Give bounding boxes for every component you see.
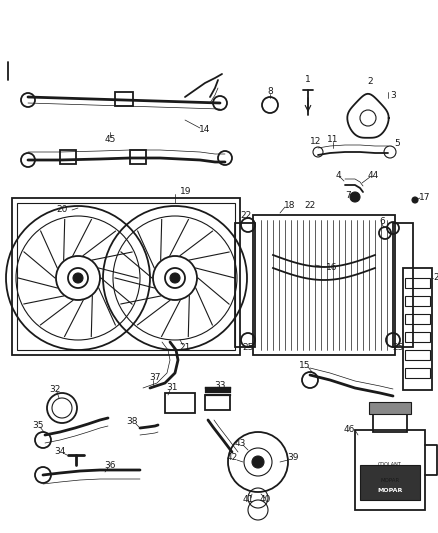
Text: 36: 36 bbox=[104, 462, 116, 471]
Bar bbox=[405, 332, 430, 342]
Text: 8: 8 bbox=[267, 87, 273, 96]
Text: 17: 17 bbox=[419, 193, 431, 203]
Text: 35: 35 bbox=[32, 421, 44, 430]
Circle shape bbox=[68, 268, 88, 288]
Text: 19: 19 bbox=[180, 188, 192, 197]
Bar bbox=[235, 223, 255, 347]
Bar bbox=[373, 412, 407, 432]
Bar bbox=[405, 350, 430, 360]
Text: MOPAR: MOPAR bbox=[380, 478, 399, 482]
Text: 21: 21 bbox=[179, 343, 191, 352]
Bar bbox=[253, 215, 395, 355]
Text: 18: 18 bbox=[284, 200, 296, 209]
Text: 1: 1 bbox=[305, 76, 311, 85]
Text: 32: 32 bbox=[49, 385, 61, 394]
Text: COOLANT: COOLANT bbox=[378, 463, 402, 467]
Bar bbox=[405, 296, 430, 306]
Text: 37: 37 bbox=[149, 374, 161, 383]
Circle shape bbox=[73, 273, 83, 283]
Text: 42: 42 bbox=[226, 454, 238, 463]
Text: 39: 39 bbox=[287, 454, 299, 463]
Text: 25: 25 bbox=[242, 343, 254, 352]
Bar bbox=[115, 92, 133, 106]
Text: 25: 25 bbox=[392, 343, 404, 352]
Text: 34: 34 bbox=[54, 448, 66, 456]
Bar bbox=[205, 395, 230, 410]
Circle shape bbox=[412, 197, 418, 203]
Bar bbox=[393, 223, 413, 347]
Bar bbox=[405, 368, 430, 378]
Bar bbox=[17, 203, 235, 350]
Text: 12: 12 bbox=[310, 138, 321, 147]
Text: 23: 23 bbox=[433, 273, 438, 282]
Bar bbox=[405, 314, 430, 324]
Bar bbox=[355, 430, 425, 510]
Text: 7: 7 bbox=[345, 190, 351, 199]
Circle shape bbox=[165, 268, 185, 288]
Text: 3: 3 bbox=[390, 91, 396, 100]
Text: 14: 14 bbox=[199, 125, 211, 134]
Text: 5: 5 bbox=[394, 139, 400, 148]
Text: 20: 20 bbox=[57, 206, 68, 214]
Circle shape bbox=[350, 192, 360, 202]
Bar bbox=[12, 198, 240, 355]
Text: 31: 31 bbox=[166, 384, 178, 392]
Bar bbox=[130, 150, 146, 164]
Text: 16: 16 bbox=[326, 263, 338, 272]
Text: 22: 22 bbox=[240, 211, 251, 220]
Text: 41: 41 bbox=[242, 496, 254, 505]
Text: 45: 45 bbox=[104, 135, 116, 144]
Text: 2: 2 bbox=[367, 77, 373, 86]
Circle shape bbox=[170, 273, 180, 283]
Bar bbox=[403, 268, 432, 390]
Text: 44: 44 bbox=[367, 171, 378, 180]
Text: 11: 11 bbox=[327, 135, 339, 144]
Text: 15: 15 bbox=[299, 360, 311, 369]
Circle shape bbox=[252, 456, 264, 468]
Text: MOPAR: MOPAR bbox=[377, 488, 403, 492]
Text: 43: 43 bbox=[234, 439, 246, 448]
Bar bbox=[165, 393, 195, 413]
Text: 38: 38 bbox=[126, 417, 138, 426]
Bar bbox=[360, 465, 420, 500]
Text: 40: 40 bbox=[259, 496, 271, 505]
Text: 33: 33 bbox=[214, 381, 226, 390]
Bar bbox=[405, 278, 430, 288]
Text: 22: 22 bbox=[304, 200, 316, 209]
Text: 46: 46 bbox=[344, 425, 355, 434]
Bar bbox=[369, 402, 411, 414]
Text: 4: 4 bbox=[335, 171, 341, 180]
Text: 6: 6 bbox=[379, 217, 385, 227]
Bar bbox=[60, 150, 76, 164]
